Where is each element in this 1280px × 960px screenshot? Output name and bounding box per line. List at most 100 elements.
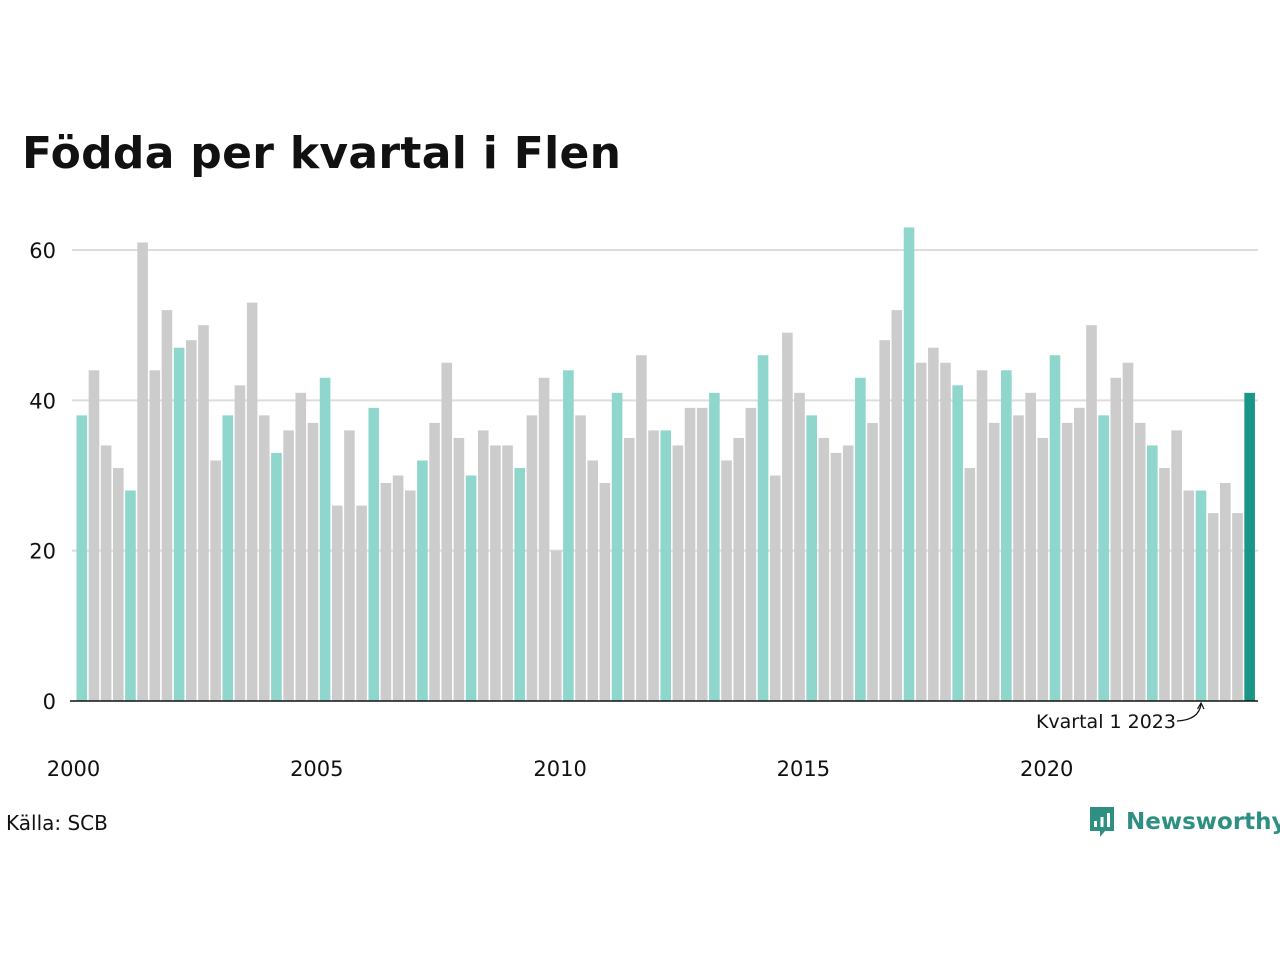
- y-tick-label: 0: [43, 690, 56, 714]
- bar: [307, 422, 319, 701]
- y-axis-ticks: 0 20 40 60: [29, 239, 56, 714]
- y-tick-label: 40: [29, 389, 56, 413]
- x-tick-label: 2020: [1020, 757, 1073, 781]
- bar: [514, 467, 526, 701]
- bar: [1207, 513, 1219, 701]
- bar: [721, 460, 732, 701]
- bar: [1013, 415, 1024, 701]
- bar: [76, 415, 88, 701]
- bar: [879, 340, 890, 701]
- bar: [490, 445, 501, 701]
- bar: [1171, 430, 1182, 701]
- bar: [636, 355, 647, 701]
- bar: [404, 490, 416, 701]
- bar: [964, 467, 976, 701]
- bar: [1122, 362, 1134, 701]
- bar: [550, 550, 562, 701]
- bar: [100, 445, 112, 701]
- bars: [76, 227, 1255, 702]
- bar: [1025, 392, 1036, 701]
- bar: [429, 422, 440, 701]
- bar: [1061, 422, 1073, 701]
- bar: [258, 415, 270, 701]
- bar: [526, 415, 538, 701]
- bar: [1001, 370, 1012, 701]
- bar: [392, 475, 404, 701]
- bar: [696, 407, 708, 701]
- bar: [709, 392, 720, 701]
- bar: [806, 415, 817, 701]
- bar: [465, 475, 477, 701]
- bar: [344, 430, 355, 701]
- annotation-arrow: [1176, 703, 1202, 722]
- bar: [356, 505, 367, 701]
- chart-title: Födda per kvartal i Flen: [22, 128, 622, 179]
- annotation-arrowhead: [1196, 701, 1205, 710]
- bar: [782, 332, 793, 701]
- bar: [271, 452, 282, 701]
- x-tick-label: 2010: [533, 757, 586, 781]
- bar: [830, 452, 842, 701]
- bar: [976, 370, 988, 701]
- bar: [477, 430, 489, 701]
- bar: [210, 460, 221, 701]
- bar: [915, 362, 927, 701]
- bar: [538, 377, 550, 701]
- bar: [903, 227, 915, 701]
- bar: [1183, 490, 1195, 701]
- bar: [684, 407, 696, 701]
- bar: [502, 445, 513, 701]
- bar: [855, 377, 866, 701]
- bar: [842, 445, 854, 701]
- bar: [928, 347, 939, 701]
- bar: [1098, 415, 1109, 701]
- bar: [453, 437, 465, 701]
- bar-latest: [1244, 392, 1255, 701]
- bar: [417, 460, 428, 701]
- bar: [1195, 490, 1207, 701]
- brand-logo: Newsworthy: [1088, 804, 1280, 840]
- bar: [319, 377, 331, 701]
- y-tick-label: 20: [29, 540, 56, 564]
- bar-chart: 0 20 40 60 2000 2005 2010 2015 2020 Kvartal 1 2…: [29, 227, 1258, 781]
- bar: [672, 445, 684, 701]
- bar: [113, 467, 124, 701]
- bar: [88, 370, 100, 701]
- bar: [757, 355, 769, 701]
- bar: [891, 310, 903, 701]
- bar: [1134, 422, 1146, 701]
- bar: [185, 340, 197, 701]
- bar: [745, 407, 757, 701]
- x-tick-label: 2005: [290, 757, 343, 781]
- bar: [161, 310, 173, 701]
- bar: [1110, 377, 1122, 701]
- bar: [283, 430, 294, 701]
- y-tick-label: 60: [29, 239, 56, 263]
- x-tick-label: 2000: [47, 757, 100, 781]
- bar: [1232, 513, 1243, 701]
- bar: [867, 422, 878, 701]
- bar: [125, 490, 136, 701]
- bar: [794, 392, 805, 701]
- bar: [563, 370, 574, 701]
- bar: [587, 460, 599, 701]
- bar: [1049, 355, 1061, 701]
- bar: [1159, 467, 1170, 701]
- bar: [988, 422, 1000, 701]
- bar: [611, 392, 623, 701]
- bar: [733, 437, 745, 701]
- bar: [769, 475, 781, 701]
- bar: [331, 505, 343, 701]
- bar: [198, 325, 209, 701]
- bar: [1037, 437, 1049, 701]
- annotation: Kvartal 1 2023: [1036, 701, 1205, 733]
- brand-name: Newsworthy: [1126, 809, 1280, 835]
- bar: [234, 385, 246, 701]
- newsworthy-logo-icon: [1090, 807, 1114, 837]
- bar: [1147, 445, 1158, 701]
- bar: [952, 385, 963, 701]
- annotation-label: Kvartal 1 2023: [1036, 711, 1176, 733]
- bar: [441, 362, 453, 701]
- bar: [380, 483, 392, 701]
- bar: [648, 430, 659, 701]
